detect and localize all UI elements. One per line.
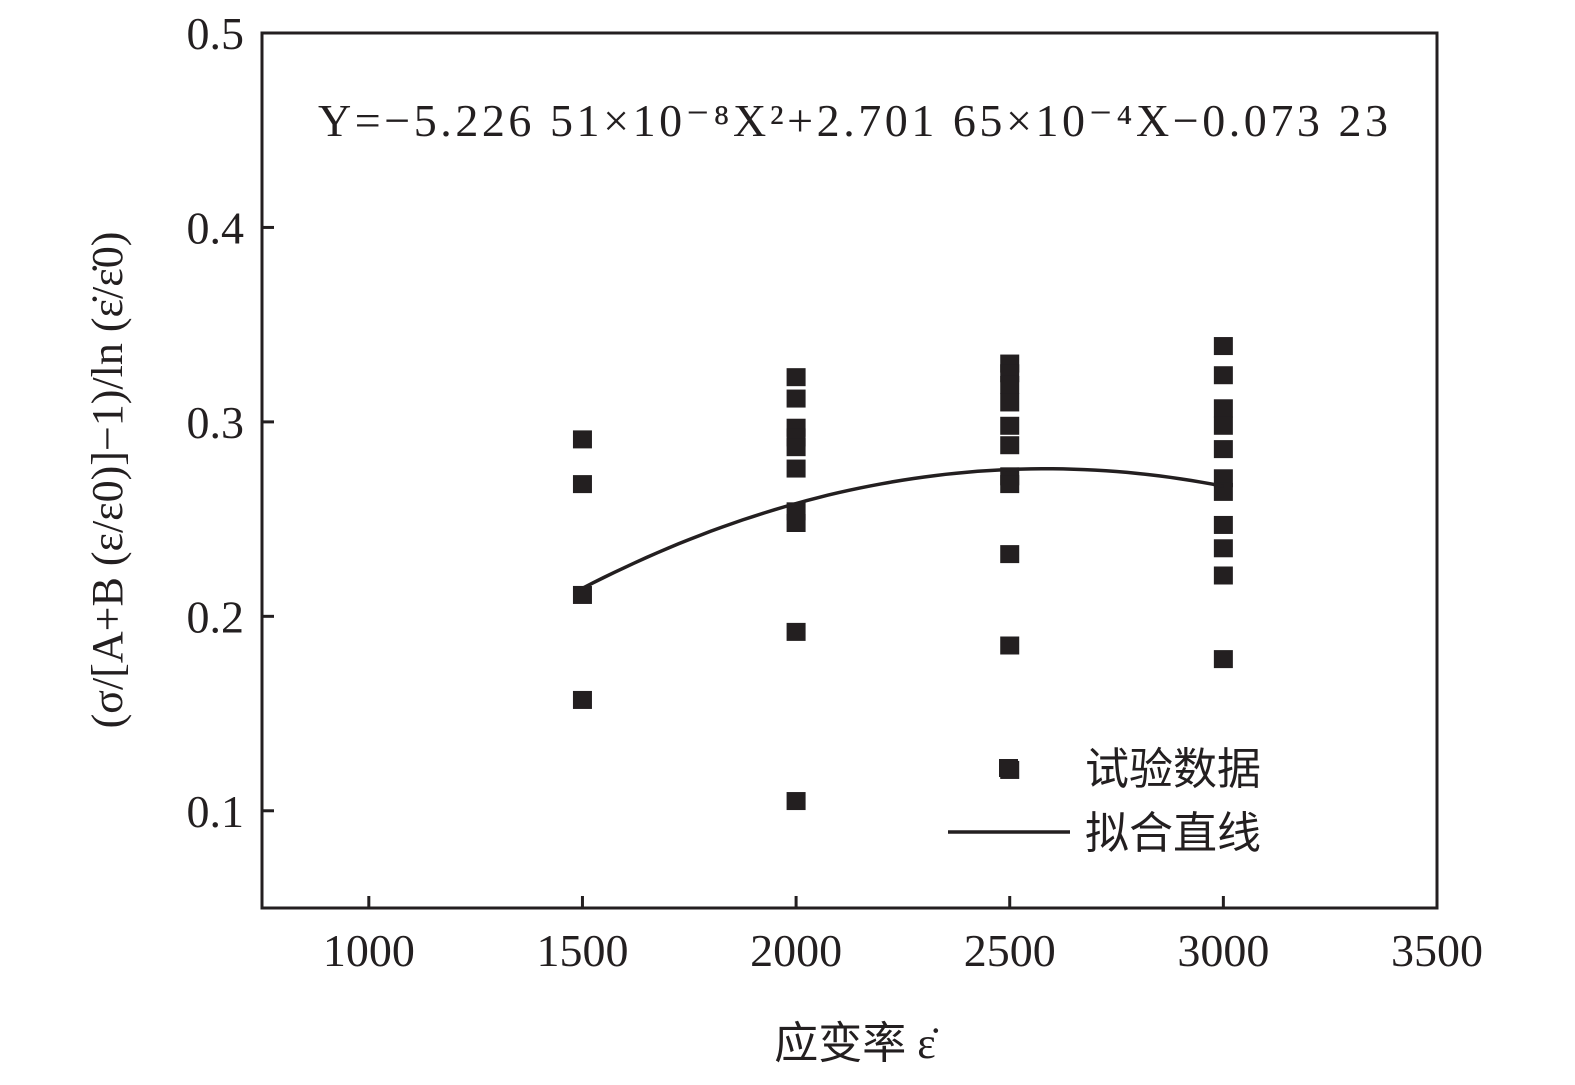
data-point [1213,515,1233,534]
data-point [1000,393,1020,412]
legend-marker-icon [999,759,1018,777]
data-point [1000,636,1020,655]
data-point [786,514,806,532]
y-tick-label: 0.1 [187,786,245,837]
data-point [786,389,806,408]
data-point [572,690,592,709]
legend: 试验数据 拟合直线 [948,745,1261,858]
scatter-markers [572,337,1233,811]
plot-frame [260,31,1439,910]
data-point [786,459,806,478]
x-tick-label: 1000 [323,925,415,976]
data-point [572,430,592,449]
data-point [1213,399,1233,418]
x-tick-label: 3500 [1391,925,1483,976]
data-point [786,368,806,387]
y-tick-label: 0.3 [187,397,245,448]
data-point [1000,545,1020,564]
y-tick-label: 0.4 [187,202,245,253]
data-point [1213,366,1233,385]
data-point [1213,482,1233,501]
y-axis-label: (σ/[A+B (ε/ε0)]−1)/ln (ε̇/ε̇0) [83,232,132,729]
fit-curve [581,467,1224,590]
legend-label-data: 试验数据 [1085,745,1261,794]
data-point [572,475,592,494]
x-tick-label: 3000 [1177,925,1269,976]
y-axis: 0.1 0.2 0.3 0.4 0.5 [187,8,274,837]
data-point [1213,440,1233,459]
data-point [1000,475,1020,494]
data-point [1000,436,1020,455]
y-tick-label: 0.5 [187,8,245,59]
legend-label-fit: 拟合直线 [1085,809,1261,858]
data-point [572,585,592,604]
data-point [1213,539,1233,558]
data-point [786,622,806,641]
data-point [1213,337,1233,356]
data-point [1000,416,1020,435]
x-axis-label: 应变率 ε̇ [774,1019,938,1068]
data-point [1213,469,1233,488]
data-point [1213,566,1233,585]
x-tick-label: 2500 [964,925,1056,976]
equation: Y=−5.226 51×10⁻⁸X²+2.701 65×10⁻⁴X−0.073 … [318,95,1388,146]
y-tick-label: 0.2 [187,591,245,642]
data-point [786,792,806,811]
x-tick-label: 2000 [750,925,842,976]
data-point [1213,650,1233,669]
data-point [786,438,806,457]
x-axis: 1000 1500 2000 2500 3000 3500 [323,896,1483,976]
x-tick-label: 1500 [536,925,628,976]
data-point [1000,375,1020,394]
data-point [1213,416,1233,435]
